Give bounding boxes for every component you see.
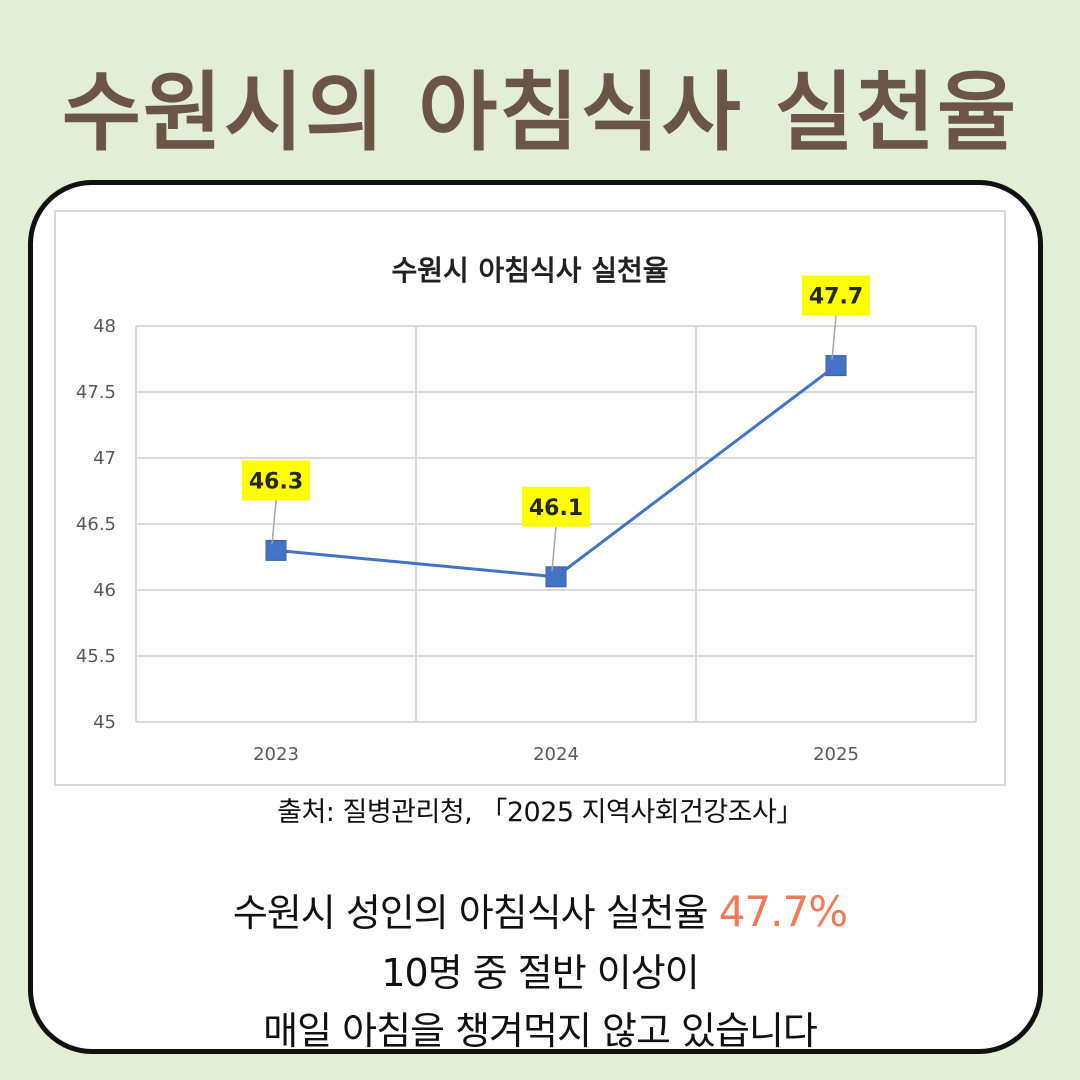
description-line-2: 10명 중 절반 이상이 bbox=[381, 951, 699, 995]
data-label-box bbox=[802, 275, 870, 316]
axis-labels: 48 47.5 47 46.5 46 45.5 45 2023 2024 2025 bbox=[76, 316, 859, 765]
line-chart: 수원시 아침식사 실천율 48 47.5 47 46.5 46 45.5 45 2023 202… bbox=[76, 254, 977, 765]
page-title: 수원시의 아침식사 실천율 bbox=[61, 63, 1019, 163]
data-point-marker bbox=[545, 566, 567, 588]
description-line-1: 수원시 성인의 아침식사 실천율 47.7% bbox=[0, 882, 1080, 937]
source-citation: 출처: 질병관리청, 「2025 지역사회건강조사」 bbox=[277, 797, 803, 828]
y-tick-label: 46 bbox=[93, 580, 116, 601]
data-labels: 46.3 46.1 47.7 bbox=[242, 275, 870, 571]
highlight-rate: 47.7% bbox=[718, 887, 848, 936]
description-line-3: 매일 아침을 챙겨먹지 않고 있습니다 bbox=[263, 1009, 818, 1053]
y-tick-label: 48 bbox=[93, 316, 116, 337]
chart-title: 수원시 아침식사 실천율 bbox=[391, 254, 668, 287]
data-point-marker bbox=[825, 355, 847, 377]
series-line bbox=[275, 364, 837, 579]
x-tick-label: 2025 bbox=[813, 744, 859, 765]
y-tick-label: 46.5 bbox=[76, 514, 116, 535]
x-tick-label: 2024 bbox=[533, 744, 579, 765]
data-point-marker bbox=[265, 539, 287, 561]
y-tick-label: 47 bbox=[93, 448, 116, 469]
data-label-leader bbox=[831, 315, 837, 360]
gridlines bbox=[135, 325, 977, 723]
data-series bbox=[265, 355, 847, 588]
description-line-1-text: 수원시 성인의 아침식사 실천율 bbox=[232, 891, 719, 935]
y-tick-label: 47.5 bbox=[76, 382, 116, 403]
data-label: 46.1 bbox=[529, 496, 583, 521]
data-label-leader bbox=[551, 526, 557, 571]
data-label: 47.7 bbox=[809, 285, 863, 310]
data-label-leader bbox=[271, 500, 277, 545]
y-tick-label: 45.5 bbox=[76, 646, 116, 667]
data-label: 46.3 bbox=[249, 469, 303, 494]
y-tick-label: 45 bbox=[93, 712, 116, 733]
data-label-box bbox=[522, 486, 590, 527]
x-tick-label: 2023 bbox=[253, 744, 299, 765]
data-label-box bbox=[242, 460, 310, 501]
